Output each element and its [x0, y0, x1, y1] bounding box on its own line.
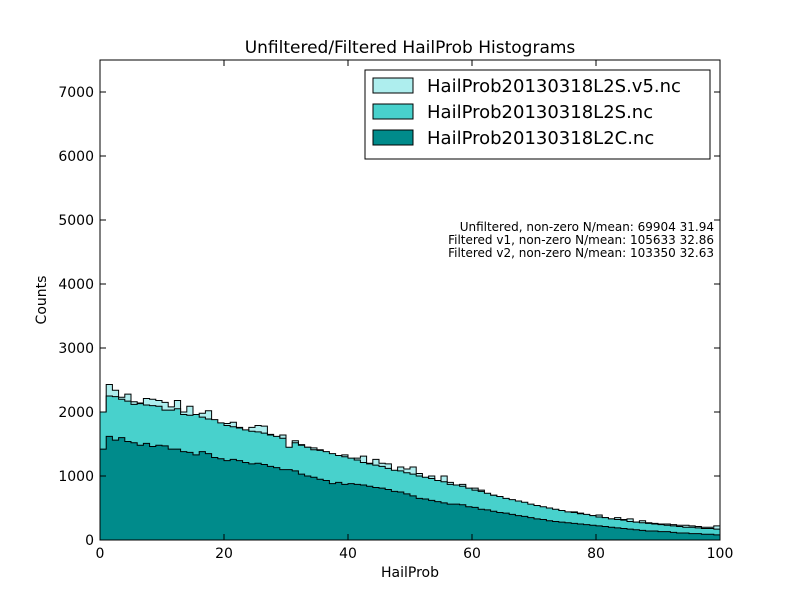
y-axis: 0 1000 2000 3000 4000 5000 6000 7000 — [58, 85, 720, 549]
y-tick-label: 2000 — [58, 405, 94, 421]
legend-entry-label: HailProb20130318L2S.v5.nc — [427, 76, 681, 97]
x-tick-label: 80 — [587, 546, 605, 562]
legend-frame — [364, 69, 711, 160]
x-tick-label: 20 — [215, 546, 233, 562]
stats-annotation: Filtered v2, non-zero N/mean: 103350 32.… — [448, 246, 714, 260]
y-tick-label: 6000 — [58, 149, 94, 165]
stats-annotation: Unfiltered, non-zero N/mean: 69904 31.94 — [460, 220, 714, 234]
stats-annotation: Filtered v1, non-zero N/mean: 105633 32.… — [448, 233, 714, 247]
legend-entry-label: HailProb20130318L2C.nc — [427, 128, 654, 149]
legend: HailProb20130318L2S.v5.nc HailProb2013031… — [364, 69, 711, 160]
y-tick-label: 0 — [85, 533, 94, 549]
y-axis-label: Counts — [34, 276, 50, 325]
x-axis-label: HailProb — [381, 565, 439, 581]
x-tick-label: 40 — [339, 546, 357, 562]
y-tick-label: 5000 — [58, 213, 94, 229]
legend-swatch — [372, 77, 414, 94]
stats-annotations: Unfiltered, non-zero N/mean: 69904 31.94… — [448, 220, 714, 260]
y-tick-label: 4000 — [58, 277, 94, 293]
x-tick-label: 100 — [707, 546, 734, 562]
series-layer — [99, 383, 721, 541]
x-tick-label: 60 — [463, 546, 481, 562]
chart-title: Unfiltered/Filtered HailProb Histograms — [245, 38, 576, 58]
legend-swatch — [372, 129, 414, 146]
y-tick-label: 1000 — [58, 469, 94, 485]
y-tick-label: 3000 — [58, 341, 94, 357]
legend-entry-label: HailProb20130318L2S.nc — [427, 102, 653, 123]
x-axis: 0 20 40 60 80 100 — [96, 60, 734, 562]
plot-frame — [99, 59, 721, 541]
y-tick-label: 7000 — [58, 85, 94, 101]
series-3-histogram — [99, 435, 721, 541]
x-tick-label: 0 — [96, 546, 105, 562]
legend-swatch — [372, 103, 414, 120]
